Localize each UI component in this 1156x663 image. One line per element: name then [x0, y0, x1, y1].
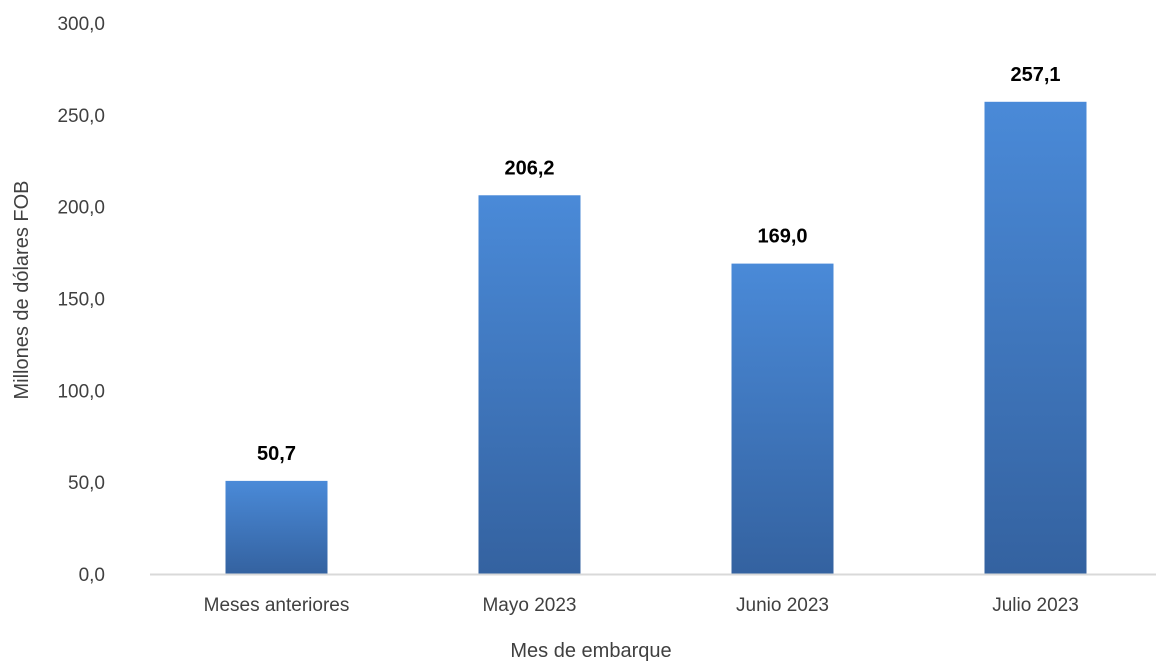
x-tick-label: Junio 2023 — [736, 595, 829, 616]
x-tick-label: Mayo 2023 — [482, 595, 576, 616]
bar — [225, 480, 328, 574]
x-axis-title: Mes de embarque — [510, 640, 671, 662]
data-label: 169,0 — [757, 226, 807, 248]
x-axis-ticks: Meses anteriores Mayo 2023 Junio 2023 Julio… — [204, 595, 1079, 616]
y-tick-label: 150,0 — [57, 290, 105, 311]
y-axis-ticks: 0,0 50,0 100,0 150,0 200,0 250,0 300,0 — [57, 14, 105, 586]
bars — [225, 101, 1087, 574]
y-axis-title: Millones de dólares FOB — [11, 181, 33, 400]
data-label: 50,7 — [257, 443, 296, 465]
y-tick-label: 200,0 — [57, 198, 105, 219]
y-tick-label: 100,0 — [57, 381, 105, 402]
bar — [478, 195, 581, 574]
x-tick-label: Julio 2023 — [992, 595, 1079, 616]
data-labels: 50,7 206,2 169,0 257,1 — [257, 64, 1061, 465]
bar — [984, 101, 1087, 574]
y-tick-label: 50,0 — [68, 473, 105, 494]
y-tick-label: 250,0 — [57, 106, 105, 127]
y-tick-label: 300,0 — [57, 14, 105, 35]
y-tick-label: 0,0 — [79, 565, 105, 586]
data-label: 257,1 — [1010, 64, 1060, 86]
data-label: 206,2 — [504, 157, 554, 179]
x-tick-label: Meses anteriores — [204, 595, 350, 616]
bar — [731, 263, 834, 574]
